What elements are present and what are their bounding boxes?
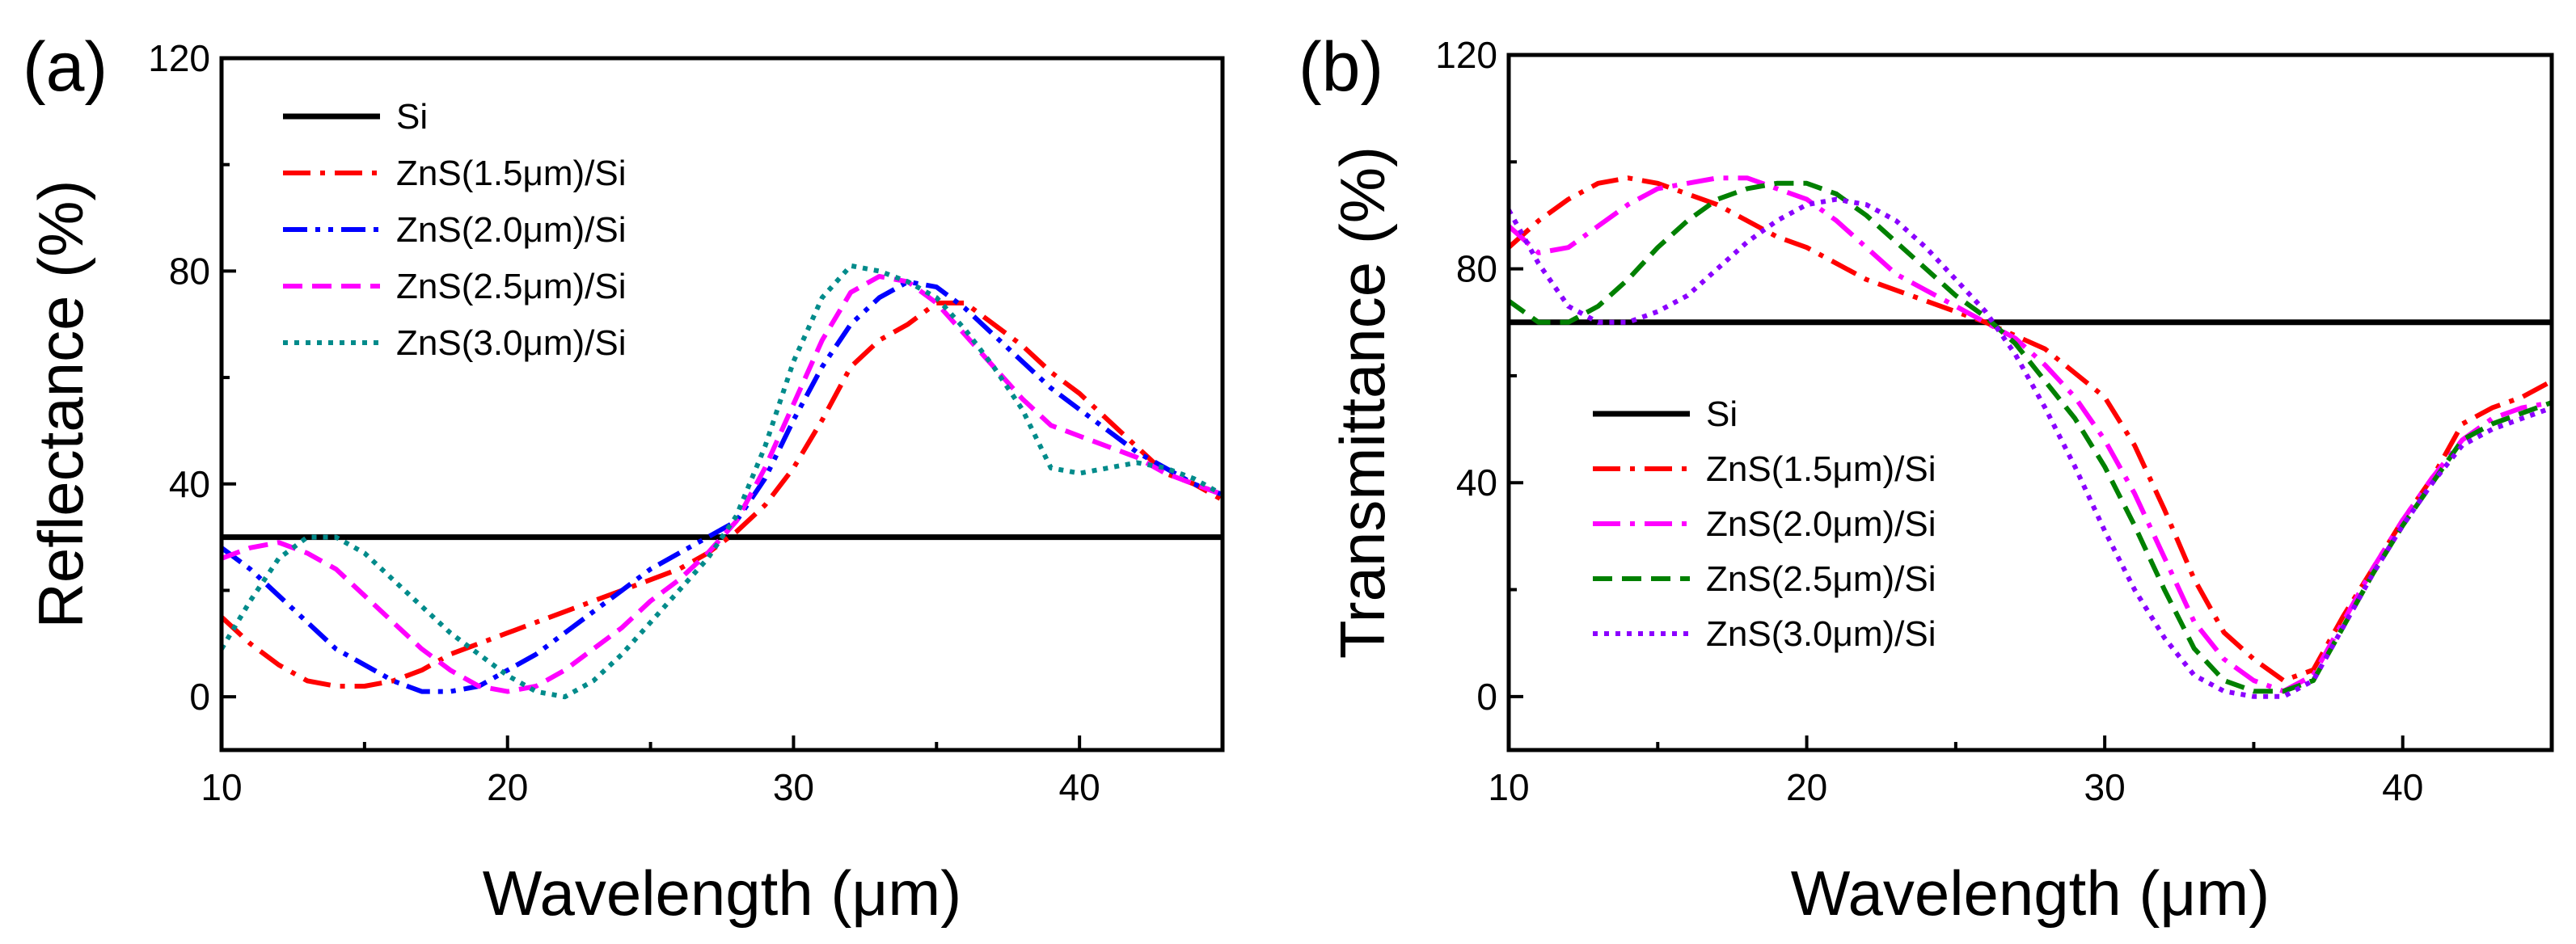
x-tick-label-b-40: 40: [2382, 766, 2423, 808]
panel-a: 10 20 30 40 0 40 80 120 Wavelength (μm) Reflectan…: [23, 28, 1225, 929]
y-tick-label-a-40: 40: [169, 463, 210, 505]
x-tick-label-a-30: 30: [773, 766, 814, 808]
panel-label-a: (a): [23, 28, 108, 106]
panel-label-b: (b): [1299, 28, 1383, 106]
x-axis-title-a: Wavelength (μm): [483, 858, 962, 929]
y-tick-label-b-0: 0: [1476, 676, 1497, 718]
y-tick-label-a-120: 120: [148, 37, 210, 79]
legend-label-b-1: ZnS(1.5μm)/Si: [1706, 449, 1936, 489]
panel-b: 10 20 30 40 0 40 80 120 Wavelength (μm) Transmitt…: [1299, 28, 2554, 929]
plot-frame-a: [219, 56, 1225, 752]
legend-label-b-0: Si: [1706, 394, 1738, 434]
plot-area-a: [222, 263, 1223, 700]
y-axis-title-b: Transmittance (%): [1327, 146, 1398, 659]
series-line-b-4: [1509, 196, 2552, 699]
legend-label-b-2: ZnS(2.0μm)/Si: [1706, 504, 1936, 544]
y-tick-label-b-120: 120: [1435, 34, 1497, 76]
series-line-a-1: [222, 300, 1223, 689]
legend-label-a-0: Si: [396, 97, 428, 137]
y-tick-label-a-80: 80: [169, 250, 210, 292]
legend-label-a-3: ZnS(2.5μm)/Si: [396, 267, 627, 306]
x-tick-label-b-10: 10: [1488, 766, 1529, 808]
x-tick-label-a-20: 20: [487, 766, 528, 808]
x-tick-label-a-10: 10: [201, 766, 242, 808]
legend-label-b-4: ZnS(3.0μm)/Si: [1706, 614, 1936, 654]
series-line-a-2: [222, 279, 1223, 694]
series-line-b-2: [1509, 175, 2552, 694]
plot-frame-b: [1506, 53, 2554, 752]
x-tick-label-b-20: 20: [1786, 766, 1827, 808]
legend-label-b-3: ZnS(2.5μm)/Si: [1706, 559, 1936, 599]
x-tick-label-b-30: 30: [2084, 766, 2126, 808]
series-line-a-4: [222, 263, 1223, 700]
x-axis-title-b: Wavelength (μm): [1791, 858, 2270, 929]
series-line-b-3: [1509, 180, 2552, 694]
plot-area-b: [1509, 175, 2552, 699]
series-line-a-3: [222, 274, 1223, 694]
y-tick-label-a-0: 0: [189, 676, 210, 718]
legend-label-a-1: ZnS(1.5μm)/Si: [396, 154, 627, 193]
legend-label-a-4: ZnS(3.0μm)/Si: [396, 323, 627, 363]
y-tick-label-b-80: 80: [1456, 248, 1497, 290]
legend-b: Si ZnS(1.5μm)/Si ZnS(2.0μm)/Si ZnS(2.5μm)/S…: [1593, 394, 1936, 654]
y-axis-title-a: Reflectance (%): [25, 180, 96, 629]
series-line-b-1: [1509, 175, 2552, 683]
x-tick-label-a-40: 40: [1059, 766, 1100, 808]
legend-a: Si ZnS(1.5μm)/Si ZnS(2.0μm)/Si ZnS(2.5μm)/S…: [283, 97, 627, 363]
legend-label-a-2: ZnS(2.0μm)/Si: [396, 210, 627, 250]
y-tick-label-b-40: 40: [1456, 461, 1497, 504]
